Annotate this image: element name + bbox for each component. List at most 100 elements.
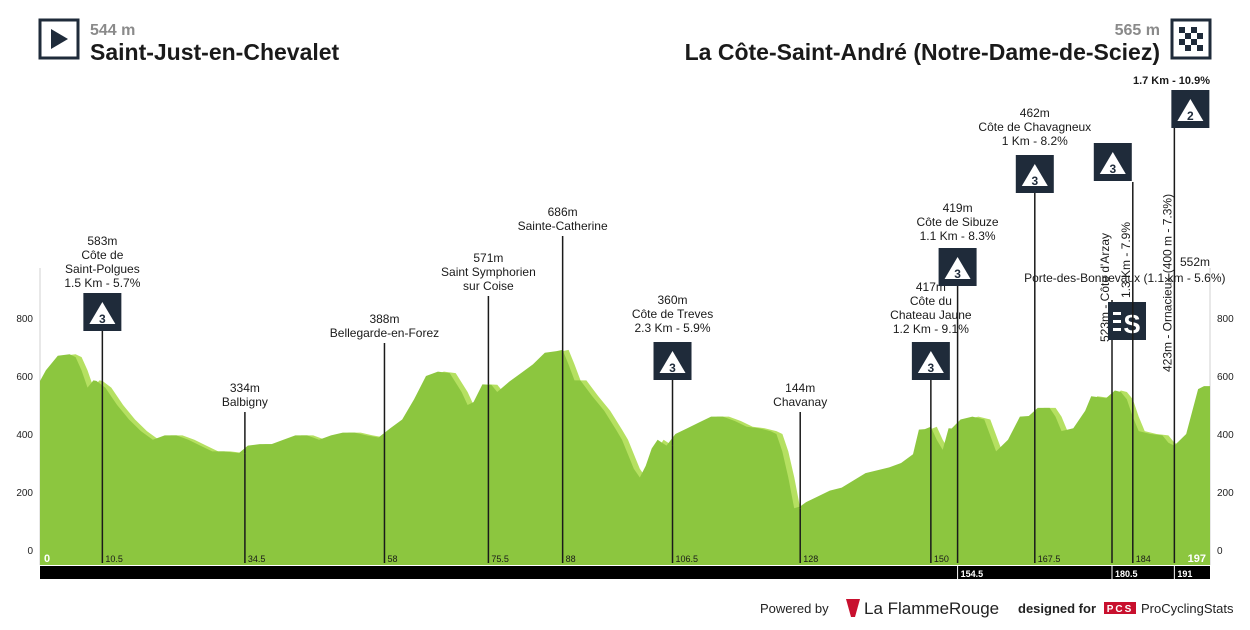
category-number: 3 bbox=[669, 361, 676, 375]
marker-label: sur Coise bbox=[463, 279, 514, 293]
marker-label: Côte de Sibuze bbox=[917, 215, 999, 229]
flag-square bbox=[1179, 27, 1185, 33]
distance-tick-label: 106.5 bbox=[676, 554, 699, 564]
marker-label: 417m bbox=[916, 280, 946, 294]
category-badge: 3 bbox=[911, 342, 950, 380]
powered-by-text: Powered by bbox=[760, 601, 829, 616]
category-number: 2 bbox=[1187, 109, 1194, 123]
marker-label: 686m bbox=[548, 205, 578, 219]
pcs-logo-box bbox=[1104, 602, 1136, 614]
marker-label: Balbigny bbox=[222, 395, 268, 409]
marker-label: Sainte-Catherine bbox=[518, 219, 608, 233]
strip-label: 154.5 bbox=[961, 569, 984, 579]
designed-for-text: designed for bbox=[1018, 601, 1096, 616]
start-name: Saint-Just-en-Chevalet bbox=[90, 39, 340, 65]
y-tick-label-right: 200 bbox=[1217, 488, 1234, 499]
mountain-icon bbox=[1099, 152, 1126, 174]
marker-label: 1.2 Km - 9.1% bbox=[893, 322, 969, 336]
distance-tick-label: 88 bbox=[566, 554, 576, 564]
category-badge: 3 bbox=[83, 293, 122, 331]
profile-area: 0 197 10.5 34.5 58 75.5 88 106.5 128 150 167.5 184 bbox=[40, 349, 1210, 565]
y-tick-label-right: 800 bbox=[1217, 314, 1234, 325]
footer: Powered by La FlammeRouge designed for P… bbox=[760, 599, 1234, 618]
finish-name: La Côte-Saint-André (Notre-Dame-de-Sciez… bbox=[685, 39, 1160, 65]
strip-label: 191 bbox=[1177, 569, 1192, 579]
flag-square bbox=[1185, 45, 1191, 51]
y-tick-label-left: 400 bbox=[16, 430, 33, 441]
marker-label: 144m bbox=[785, 381, 815, 395]
flag-square bbox=[1197, 33, 1203, 39]
y-tick-label-left: 600 bbox=[16, 372, 33, 383]
category-number: 3 bbox=[928, 361, 935, 375]
mountain-icon bbox=[659, 351, 686, 373]
category-badge: 3 bbox=[1093, 143, 1132, 181]
marker-label: Bellegarde-en-Forez bbox=[330, 326, 439, 340]
flamme-rouge-brand: La FlammeRouge bbox=[864, 599, 999, 618]
marker-label: 571m bbox=[473, 251, 503, 265]
marker-side-label: Porte-des-Bonnevaux (1.1 km - 5.6%) bbox=[1024, 271, 1225, 285]
marker-label: 1.1 Km - 8.3% bbox=[920, 229, 996, 243]
distance-tick-label: 167.5 bbox=[1038, 554, 1061, 564]
y-tick-label-right: 0 bbox=[1217, 546, 1223, 557]
finish-elevation: 565 m bbox=[1115, 22, 1160, 39]
sprint-badge: S bbox=[1108, 302, 1147, 340]
marker-label: 360m bbox=[657, 293, 687, 307]
mountain-icon bbox=[1021, 164, 1048, 186]
marker-label: Côte du bbox=[910, 294, 952, 308]
flag-square bbox=[1191, 27, 1197, 33]
sprint-letter: S bbox=[1123, 309, 1140, 339]
marker-vertical-label: 423m - Ornacieux (400 m - 7.3%) bbox=[1160, 194, 1174, 372]
marker-label: Saint-Polgues bbox=[65, 262, 140, 276]
mountain-icon bbox=[89, 302, 116, 324]
marker-label: 1 Km - 8.2% bbox=[1002, 134, 1068, 148]
distance-tick-label: 34.5 bbox=[248, 554, 266, 564]
distance-tick-label: 184 bbox=[1136, 554, 1151, 564]
marker-side-elevation: 552m bbox=[1180, 255, 1210, 269]
mountain-icon bbox=[1177, 99, 1204, 121]
marker-vertical-label: 1.3 Km - 7.9% bbox=[1119, 222, 1133, 298]
start-icon-box bbox=[38, 18, 80, 60]
marker-label: Côte de Chavagneux bbox=[978, 120, 1091, 134]
checkered-flag-icon bbox=[1179, 27, 1203, 51]
start-header: 544 m Saint-Just-en-Chevalet bbox=[38, 18, 340, 65]
start-elevation: 544 m bbox=[90, 22, 135, 39]
distance-tick-label: 128 bbox=[803, 554, 818, 564]
marker-label: Chavanay bbox=[773, 395, 827, 409]
distance-strip-bar bbox=[40, 566, 1210, 579]
marker-label: 1.5 Km - 5.7% bbox=[64, 276, 140, 290]
distance-start-label: 0 bbox=[44, 553, 50, 565]
category-badge: 3 bbox=[1015, 155, 1054, 193]
mountain-icon bbox=[917, 351, 944, 373]
marker-label: 419m bbox=[943, 201, 973, 215]
sprint-stripe bbox=[1113, 328, 1122, 331]
category-number: 3 bbox=[1109, 162, 1116, 176]
flag-square bbox=[1185, 33, 1191, 39]
flag-square bbox=[1191, 39, 1197, 45]
y-tick-label-left: 800 bbox=[16, 314, 33, 325]
category-number: 3 bbox=[954, 267, 961, 281]
marker-label: 583m bbox=[87, 234, 117, 248]
distance-tick-label: 10.5 bbox=[105, 554, 123, 564]
strip-label: 180.5 bbox=[1115, 569, 1138, 579]
flag-square bbox=[1197, 45, 1203, 51]
y-tick-label-right: 400 bbox=[1217, 430, 1234, 441]
marker-label: 388m bbox=[369, 312, 399, 326]
flag-square bbox=[1179, 39, 1185, 45]
category-number: 3 bbox=[99, 312, 106, 326]
category-badge: 3 bbox=[938, 248, 977, 286]
distance-end-label: 197 bbox=[1188, 553, 1206, 565]
pcs-logo: PCS bbox=[1107, 604, 1134, 615]
marker-label: Saint Symphorien bbox=[441, 265, 536, 279]
sprint-stripe bbox=[1113, 320, 1122, 323]
play-icon bbox=[51, 29, 68, 49]
profile-body bbox=[40, 349, 1210, 565]
y-tick-label-left: 0 bbox=[27, 546, 33, 557]
y-tick-label-left: 200 bbox=[16, 488, 33, 499]
distance-tick-label: 150 bbox=[934, 554, 949, 564]
marker-label: 462m bbox=[1020, 106, 1050, 120]
distance-tick-label: 75.5 bbox=[491, 554, 509, 564]
distance-tick-label: 58 bbox=[387, 554, 397, 564]
